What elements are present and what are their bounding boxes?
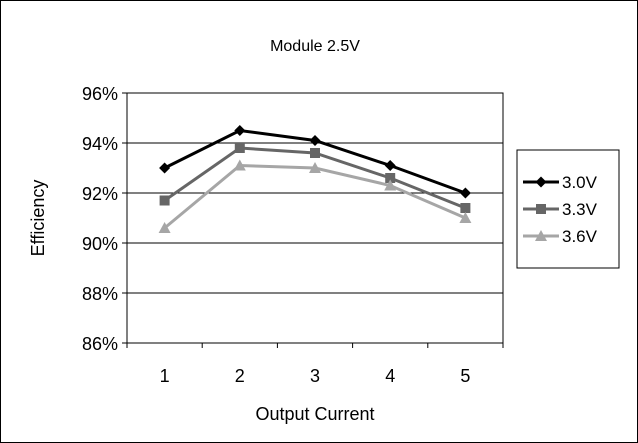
data-point-3.3V [159, 195, 170, 206]
legend-label: 3.6V [562, 227, 598, 246]
legend: 3.0V 3.3V 3.6V [516, 149, 620, 269]
data-point-3.3V [460, 203, 471, 213]
data-point-3.0V [159, 162, 171, 174]
legend-marker-3.3V [536, 204, 546, 214]
data-point-3.0V [459, 187, 471, 199]
plot-area [126, 92, 504, 344]
x-tick-label: 3 [310, 366, 320, 386]
data-point-3.0V [384, 160, 396, 171]
y-tick-label: 96% [82, 84, 118, 104]
y-tick-label: 86% [82, 334, 118, 354]
series-layer [158, 125, 472, 233]
x-tick-label: 2 [235, 366, 245, 386]
x-tick-label: 1 [160, 366, 170, 386]
data-point-3.3V [310, 148, 320, 158]
data-point-3.6V [384, 179, 397, 191]
data-point-3.0V [234, 125, 246, 136]
y-axis-label: Efficiency [28, 180, 48, 257]
y-tick-label: 90% [82, 234, 118, 254]
data-point-3.3V [385, 173, 396, 183]
legend-marker-3.6V [535, 230, 547, 241]
legend-marker-3.0V [535, 176, 547, 188]
data-point-3.3V [234, 143, 245, 153]
legend-label: 3.0V [562, 173, 598, 192]
legend-label: 3.3V [562, 200, 598, 219]
y-tick-label: 92% [82, 184, 118, 204]
x-axis-label: Output Current [255, 404, 374, 424]
x-tick-label: 4 [385, 366, 395, 386]
axes-layer: 86% 88% 90% 92% 94% 96% 1 2 3 4 5 [82, 84, 504, 386]
x-tick-label: 5 [460, 366, 470, 386]
series-line-3.6V [163, 163, 466, 230]
chart-title: Module 2.5V [270, 38, 360, 55]
data-point-3.6V [233, 159, 246, 171]
grid-layer [127, 92, 503, 294]
data-point-3.0V [309, 135, 321, 146]
data-point-3.6V [459, 212, 472, 223]
y-tick-label: 88% [82, 284, 118, 304]
data-point-3.6V [158, 222, 171, 233]
y-tick-label: 94% [82, 134, 118, 154]
data-point-3.6V [309, 162, 321, 173]
